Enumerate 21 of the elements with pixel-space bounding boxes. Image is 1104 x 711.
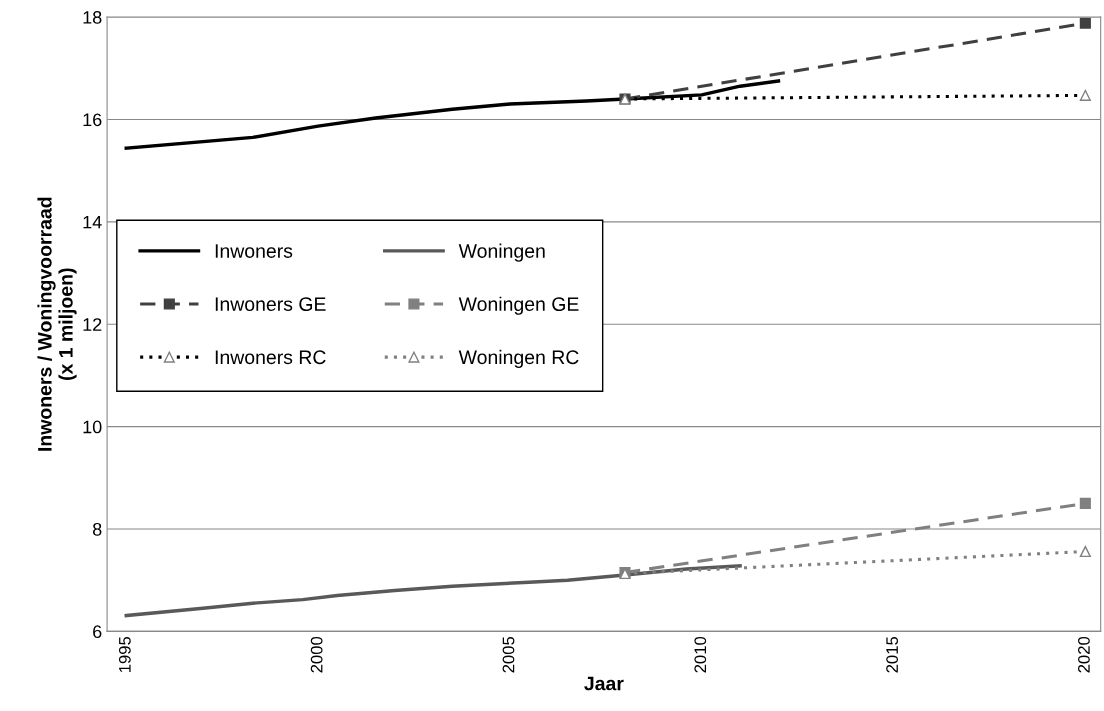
x-tick-label: 2015	[886, 636, 898, 673]
y-tick-label: 18	[83, 11, 102, 24]
y-tick-label: 8	[92, 522, 102, 536]
legend-label: Inwoners	[215, 244, 293, 258]
y-tick-label: 12	[83, 318, 102, 331]
y-tick-label: 14	[83, 215, 102, 229]
legend-label: Woningen	[458, 243, 545, 262]
y-tick-label: 6	[93, 625, 102, 639]
x-tick-label: 2020	[1078, 636, 1090, 673]
legend-label: Inwoners GE	[215, 297, 326, 312]
x-tick-label: 1995	[118, 636, 131, 673]
x-axis-title: Jaar	[584, 676, 624, 691]
y-tick-label: 16	[83, 113, 102, 127]
x-tick-label: 2010	[694, 636, 707, 673]
x-tick-label: 2000	[310, 636, 323, 673]
legend-label: Woningen GE	[458, 296, 579, 315]
legend-label: Woningen RC	[458, 349, 579, 368]
y-tick-label: 10	[83, 420, 102, 434]
x-tick-label: 2005	[502, 636, 515, 673]
y-axis-title: Inwoners / Woningvoorraad (x 1 miljoen)	[37, 197, 77, 451]
legend-label: Inwoners RC	[215, 350, 326, 365]
